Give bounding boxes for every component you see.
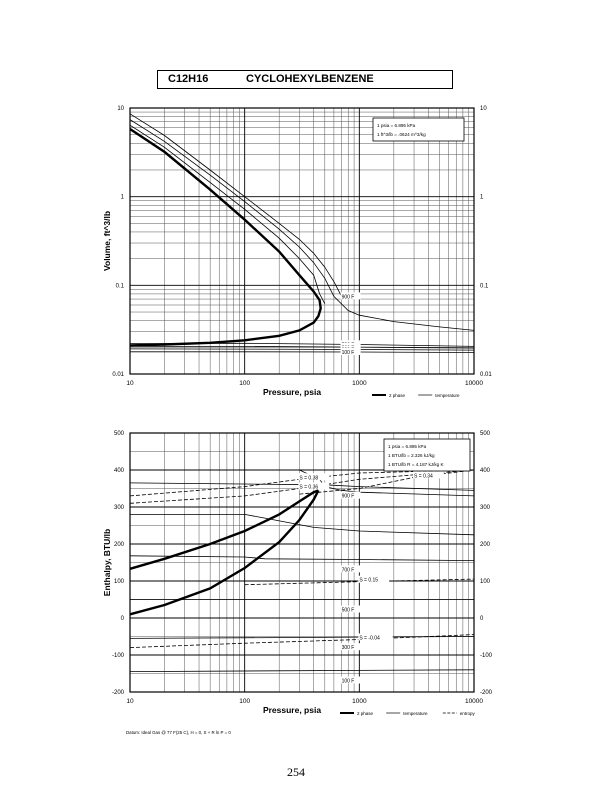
conversion-note-box — [383, 438, 471, 472]
y-tick-label-right: 0 — [480, 616, 484, 622]
y-tick-label-right: 0.01 — [480, 372, 492, 378]
y-tick-label-right: 400 — [480, 468, 491, 474]
y-tick-label: 0 — [121, 616, 125, 622]
series-label: 900 F — [342, 294, 355, 300]
y-tick-label: 0.1 — [116, 283, 125, 289]
series-label-bg — [340, 643, 361, 651]
y-tick-label: -100 — [112, 653, 125, 659]
enthalpy-chart: 900 F 700 F 500 F 300 F 100 F S = 0.38 S = 0.3… — [102, 431, 493, 735]
y-tick-label-right: -100 — [480, 653, 493, 659]
y-tick-label: 200 — [114, 542, 125, 548]
x-tick-label: 1000 — [352, 380, 367, 387]
series-line-temperature — [129, 342, 475, 347]
series-label-bg — [340, 565, 361, 573]
series-label-bg — [340, 491, 361, 499]
x-tick-label: 10000 — [465, 698, 483, 705]
y-tick-label: 300 — [114, 505, 125, 511]
y-tick-label-right: 300 — [480, 505, 491, 511]
series-label-bg — [298, 473, 330, 481]
series-label: 100 F — [342, 350, 355, 356]
y-tick-label-right: 0.1 — [480, 283, 489, 289]
series-line-temperature — [130, 351, 475, 353]
series-label: S = 0.15 — [359, 578, 378, 584]
series-line-entropy — [129, 634, 475, 648]
y-tick-label-right: 1 — [480, 195, 484, 201]
series-label: S = 0.34 — [414, 473, 433, 479]
series-label: 500 F — [342, 608, 355, 614]
conversion-note-line: 1 psia = 6.895 kPa — [377, 123, 416, 128]
legend-label: temperature — [435, 393, 460, 398]
series-label-bg — [340, 605, 361, 613]
plot-frame — [129, 107, 475, 375]
series-line-entropy — [299, 469, 475, 495]
y-tick-label: 10 — [117, 106, 124, 112]
legend-label: temperature — [403, 711, 428, 716]
legend-label: 2 phase — [389, 393, 406, 398]
series-label: S = 0.36 — [299, 485, 318, 491]
y-tick-label-right: 100 — [480, 579, 491, 585]
series-label-bg — [358, 633, 393, 641]
series-line-temperature — [130, 346, 475, 349]
y-tick-label: 100 — [114, 579, 125, 585]
legend-label: 2 phase — [357, 711, 374, 716]
datum-note: Datum: Ideal Gas @ 77 F(25 C), H = 0, S … — [126, 730, 231, 735]
legend-label: entropy — [460, 711, 476, 716]
y-tick-label: 1 — [121, 195, 125, 201]
y-tick-label: 0.01 — [112, 372, 124, 378]
conversion-note-line: 1 ft^3/lb = .0624 m^3/kg — [377, 132, 426, 137]
series-label: 700 F — [342, 567, 355, 573]
compound-name: CYCLOHEXYLBENZENE — [246, 73, 374, 85]
series-line-temperature — [129, 482, 475, 491]
x-axis-label: Pressure, psia — [263, 705, 321, 715]
series-label-bg — [340, 676, 361, 684]
plot-frame — [129, 432, 475, 693]
series-label-bg — [358, 575, 390, 583]
series-line-temperature — [129, 348, 475, 351]
series-label-bg — [340, 292, 361, 300]
series-line-temperature — [129, 124, 326, 304]
y-tick-label-right: 500 — [480, 431, 491, 437]
x-tick-label: 100 — [239, 698, 250, 705]
y-tick-label-right: 10 — [480, 106, 487, 112]
series-line-temperature — [129, 636, 475, 639]
x-tick-label: 10 — [126, 380, 134, 387]
x-tick-label: 10000 — [465, 380, 483, 387]
series-label-bg — [340, 347, 361, 355]
series-line-temperature — [129, 119, 475, 331]
series-label: 900 F — [342, 494, 355, 500]
series-label: 300 F — [342, 645, 355, 651]
series-line-temperature — [129, 669, 475, 672]
conversion-note-line: 1 BTU/lb R = 4.187 kJ/kg K — [388, 462, 444, 467]
series-label: 100 F — [342, 679, 355, 685]
series-label-bg — [413, 471, 444, 479]
series-label: S = -0.04 — [359, 635, 380, 641]
x-tick-label: 100 — [239, 380, 250, 387]
y-tick-label: -200 — [112, 690, 125, 696]
conversion-note-line: 1 BTU/lb = 2.326 kJ/kg — [388, 453, 435, 458]
x-axis-label: Pressure, psia — [263, 387, 321, 397]
series-line-temperature — [129, 555, 475, 561]
conversion-note-box — [372, 117, 465, 142]
y-axis-label: Enthalpy, BTU/lb — [102, 529, 112, 596]
conversion-note-line: 1 psia = 6.895 kPa — [388, 444, 427, 449]
series-line-2-phase — [129, 128, 322, 347]
series-line-temperature — [129, 113, 342, 297]
y-tick-label-right: -200 — [480, 690, 493, 696]
y-axis-label: Volume, ft^3/lb — [102, 211, 112, 271]
compound-formula: C12H16 — [168, 73, 209, 85]
x-tick-label: 1000 — [352, 698, 367, 705]
y-tick-label: 400 — [114, 468, 125, 474]
compound-title-box: C12H16 CYCLOHEXYLBENZENE — [157, 70, 453, 89]
y-tick-label-right: 200 — [480, 542, 491, 548]
y-tick-label: 500 — [114, 431, 125, 437]
x-tick-label: 10 — [126, 698, 134, 705]
page-number: 254 — [287, 765, 305, 779]
series-label-bg — [298, 482, 330, 490]
series-label: S = 0.38 — [299, 475, 318, 481]
series-line-2-phase — [129, 489, 320, 616]
series-line-temperature — [130, 514, 475, 536]
